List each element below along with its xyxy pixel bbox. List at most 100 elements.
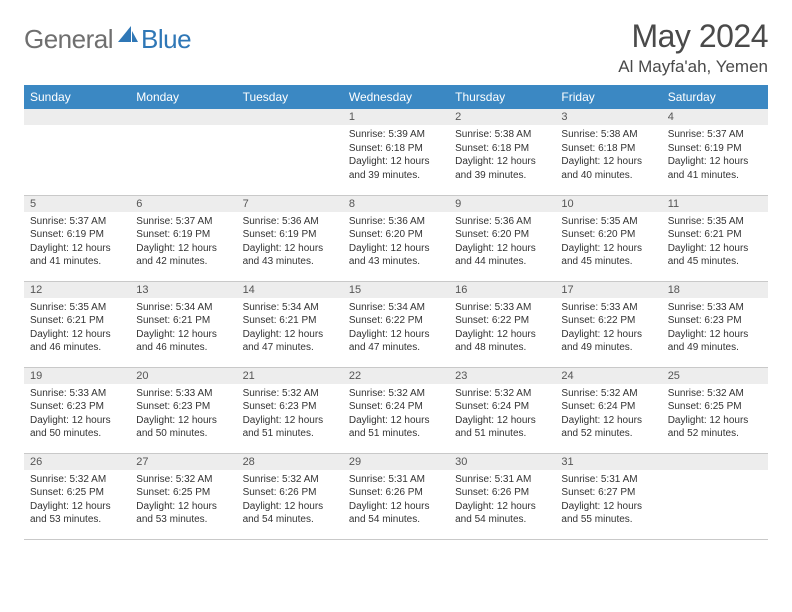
day-number: 18 [662, 282, 768, 298]
day-details: Sunrise: 5:38 AMSunset: 6:18 PMDaylight:… [555, 125, 661, 186]
sunset-line: Sunset: 6:20 PM [561, 228, 655, 242]
day-number: 19 [24, 368, 130, 384]
day-number: 6 [130, 196, 236, 212]
sunrise-line: Sunrise: 5:36 AM [243, 215, 337, 229]
day-details: Sunrise: 5:35 AMSunset: 6:21 PMDaylight:… [662, 212, 768, 273]
sunset-line: Sunset: 6:23 PM [30, 400, 124, 414]
day-details: Sunrise: 5:39 AMSunset: 6:18 PMDaylight:… [343, 125, 449, 186]
sunset-line: Sunset: 6:19 PM [30, 228, 124, 242]
calendar-cell: 12Sunrise: 5:35 AMSunset: 6:21 PMDayligh… [24, 281, 130, 367]
sunrise-line: Sunrise: 5:33 AM [136, 387, 230, 401]
page-header: General Blue May 2024 Al Mayfa'ah, Yemen [24, 18, 768, 77]
day-details: Sunrise: 5:33 AMSunset: 6:23 PMDaylight:… [24, 384, 130, 445]
day-number: 27 [130, 454, 236, 470]
sunset-line: Sunset: 6:24 PM [349, 400, 443, 414]
sunset-line: Sunset: 6:19 PM [668, 142, 762, 156]
day-number: 29 [343, 454, 449, 470]
sunrise-line: Sunrise: 5:35 AM [561, 215, 655, 229]
day-details: Sunrise: 5:31 AMSunset: 6:26 PMDaylight:… [343, 470, 449, 531]
sunrise-line: Sunrise: 5:35 AM [30, 301, 124, 315]
sunrise-line: Sunrise: 5:31 AM [455, 473, 549, 487]
sunset-line: Sunset: 6:22 PM [455, 314, 549, 328]
calendar-cell: 14Sunrise: 5:34 AMSunset: 6:21 PMDayligh… [237, 281, 343, 367]
sunrise-line: Sunrise: 5:34 AM [349, 301, 443, 315]
sunset-line: Sunset: 6:24 PM [561, 400, 655, 414]
daylight-line: Daylight: 12 hours and 41 minutes. [30, 242, 124, 269]
calendar-cell: 30Sunrise: 5:31 AMSunset: 6:26 PMDayligh… [449, 453, 555, 539]
day-number: 15 [343, 282, 449, 298]
daylight-line: Daylight: 12 hours and 48 minutes. [455, 328, 549, 355]
calendar-cell: 13Sunrise: 5:34 AMSunset: 6:21 PMDayligh… [130, 281, 236, 367]
day-number: 22 [343, 368, 449, 384]
daylight-line: Daylight: 12 hours and 47 minutes. [243, 328, 337, 355]
calendar-cell: 6Sunrise: 5:37 AMSunset: 6:19 PMDaylight… [130, 195, 236, 281]
sunrise-line: Sunrise: 5:32 AM [136, 473, 230, 487]
day-details: Sunrise: 5:33 AMSunset: 6:22 PMDaylight:… [555, 298, 661, 359]
day-number: 1 [343, 109, 449, 125]
calendar-cell: 15Sunrise: 5:34 AMSunset: 6:22 PMDayligh… [343, 281, 449, 367]
calendar-cell: 2Sunrise: 5:38 AMSunset: 6:18 PMDaylight… [449, 109, 555, 195]
calendar-cell [662, 453, 768, 539]
calendar-row: 26Sunrise: 5:32 AMSunset: 6:25 PMDayligh… [24, 453, 768, 539]
calendar-cell: 28Sunrise: 5:32 AMSunset: 6:26 PMDayligh… [237, 453, 343, 539]
calendar-cell: 20Sunrise: 5:33 AMSunset: 6:23 PMDayligh… [130, 367, 236, 453]
day-number: 26 [24, 454, 130, 470]
calendar-cell: 26Sunrise: 5:32 AMSunset: 6:25 PMDayligh… [24, 453, 130, 539]
weekday-header: Saturday [662, 85, 768, 109]
day-details: Sunrise: 5:31 AMSunset: 6:26 PMDaylight:… [449, 470, 555, 531]
day-number: 23 [449, 368, 555, 384]
sunrise-line: Sunrise: 5:39 AM [349, 128, 443, 142]
daylight-line: Daylight: 12 hours and 51 minutes. [243, 414, 337, 441]
sunrise-line: Sunrise: 5:32 AM [561, 387, 655, 401]
weekday-header: Monday [130, 85, 236, 109]
day-details: Sunrise: 5:34 AMSunset: 6:21 PMDaylight:… [237, 298, 343, 359]
day-details: Sunrise: 5:32 AMSunset: 6:26 PMDaylight:… [237, 470, 343, 531]
daylight-line: Daylight: 12 hours and 40 minutes. [561, 155, 655, 182]
day-number: 12 [24, 282, 130, 298]
sunset-line: Sunset: 6:21 PM [243, 314, 337, 328]
day-details: Sunrise: 5:34 AMSunset: 6:21 PMDaylight:… [130, 298, 236, 359]
sunset-line: Sunset: 6:26 PM [243, 486, 337, 500]
daylight-line: Daylight: 12 hours and 50 minutes. [136, 414, 230, 441]
calendar-row: 12Sunrise: 5:35 AMSunset: 6:21 PMDayligh… [24, 281, 768, 367]
sunrise-line: Sunrise: 5:33 AM [668, 301, 762, 315]
calendar-cell: 18Sunrise: 5:33 AMSunset: 6:23 PMDayligh… [662, 281, 768, 367]
day-details: Sunrise: 5:37 AMSunset: 6:19 PMDaylight:… [662, 125, 768, 186]
sail-icon [117, 25, 139, 48]
page-title: May 2024 [618, 18, 768, 55]
sunset-line: Sunset: 6:20 PM [349, 228, 443, 242]
sunset-line: Sunset: 6:19 PM [136, 228, 230, 242]
sunset-line: Sunset: 6:20 PM [455, 228, 549, 242]
day-details: Sunrise: 5:32 AMSunset: 6:24 PMDaylight:… [449, 384, 555, 445]
daylight-line: Daylight: 12 hours and 41 minutes. [668, 155, 762, 182]
day-number: 4 [662, 109, 768, 125]
day-details: Sunrise: 5:33 AMSunset: 6:23 PMDaylight:… [130, 384, 236, 445]
daylight-line: Daylight: 12 hours and 55 minutes. [561, 500, 655, 527]
location-subtitle: Al Mayfa'ah, Yemen [618, 57, 768, 77]
sunrise-line: Sunrise: 5:38 AM [455, 128, 549, 142]
calendar-cell: 7Sunrise: 5:36 AMSunset: 6:19 PMDaylight… [237, 195, 343, 281]
sunset-line: Sunset: 6:18 PM [561, 142, 655, 156]
daylight-line: Daylight: 12 hours and 45 minutes. [668, 242, 762, 269]
daylight-line: Daylight: 12 hours and 52 minutes. [561, 414, 655, 441]
day-number: 7 [237, 196, 343, 212]
day-number: 5 [24, 196, 130, 212]
day-number: 2 [449, 109, 555, 125]
day-details: Sunrise: 5:35 AMSunset: 6:21 PMDaylight:… [24, 298, 130, 359]
sunset-line: Sunset: 6:21 PM [668, 228, 762, 242]
day-number [24, 109, 130, 125]
day-number: 30 [449, 454, 555, 470]
day-number: 9 [449, 196, 555, 212]
weekday-header: Sunday [24, 85, 130, 109]
weekday-header: Thursday [449, 85, 555, 109]
day-number: 10 [555, 196, 661, 212]
sunrise-line: Sunrise: 5:31 AM [561, 473, 655, 487]
calendar-cell: 1Sunrise: 5:39 AMSunset: 6:18 PMDaylight… [343, 109, 449, 195]
brand-text-blue: Blue [141, 24, 191, 55]
calendar-cell: 10Sunrise: 5:35 AMSunset: 6:20 PMDayligh… [555, 195, 661, 281]
day-details: Sunrise: 5:37 AMSunset: 6:19 PMDaylight:… [24, 212, 130, 273]
day-details: Sunrise: 5:36 AMSunset: 6:20 PMDaylight:… [343, 212, 449, 273]
calendar-row: 1Sunrise: 5:39 AMSunset: 6:18 PMDaylight… [24, 109, 768, 195]
daylight-line: Daylight: 12 hours and 52 minutes. [668, 414, 762, 441]
sunset-line: Sunset: 6:25 PM [668, 400, 762, 414]
